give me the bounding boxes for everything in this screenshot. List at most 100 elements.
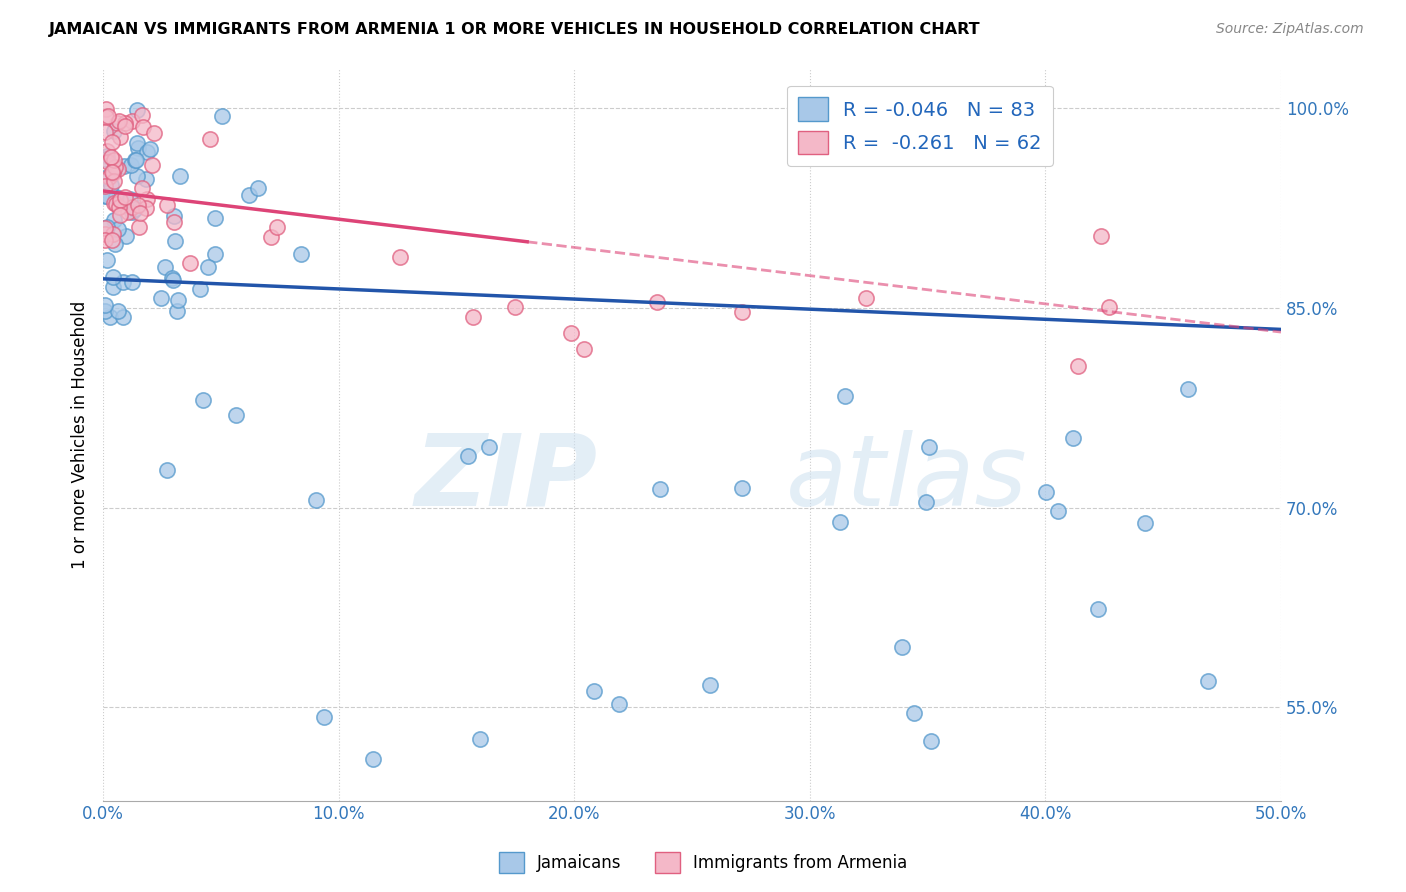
Point: [94, 171, 117, 186]
Point: [198, 132, 221, 146]
Point: [699, 678, 721, 692]
Point: [94, 233, 117, 247]
Point: [108, 200, 131, 214]
Point: [97, 109, 120, 123]
Point: [560, 326, 582, 341]
Point: [96, 149, 118, 163]
Point: [100, 233, 122, 247]
Point: [1197, 674, 1219, 689]
Point: [648, 482, 671, 496]
Point: [1135, 516, 1157, 531]
Point: [117, 205, 139, 219]
Point: [1087, 601, 1109, 615]
Point: [156, 198, 179, 212]
Point: [312, 710, 335, 724]
Point: [731, 305, 754, 319]
Point: [112, 310, 135, 325]
Point: [128, 219, 150, 234]
Point: [96, 252, 118, 267]
Point: [160, 271, 183, 285]
Point: [114, 115, 136, 129]
Point: [103, 213, 125, 227]
Point: [503, 300, 526, 314]
Point: [107, 222, 129, 236]
Point: [96, 188, 118, 202]
Point: [1067, 359, 1090, 373]
Point: [1062, 431, 1084, 445]
Point: [98, 310, 121, 325]
Point: [193, 392, 215, 407]
Point: [97, 170, 120, 185]
Point: [94, 221, 117, 235]
Point: [132, 120, 155, 135]
Point: [96, 220, 118, 235]
Point: [104, 237, 127, 252]
Point: [169, 169, 191, 183]
Point: [918, 440, 941, 454]
Point: [647, 295, 669, 310]
Point: [1098, 300, 1121, 314]
Point: [163, 215, 186, 229]
Point: [388, 250, 411, 264]
Point: [101, 136, 124, 150]
Point: [197, 260, 219, 275]
Point: [94, 102, 117, 116]
Point: [607, 698, 630, 712]
Y-axis label: 1 or more Vehicles in Household: 1 or more Vehicles in Household: [72, 301, 89, 569]
Point: [121, 204, 143, 219]
Point: [100, 150, 122, 164]
Point: [103, 196, 125, 211]
Point: [915, 495, 938, 509]
Point: [124, 153, 146, 168]
Point: [120, 158, 142, 172]
Point: [100, 178, 122, 193]
Point: [121, 200, 143, 214]
Point: [94, 152, 117, 166]
Point: [225, 408, 247, 422]
Point: [583, 684, 606, 698]
Point: [114, 119, 136, 133]
Point: [94, 125, 117, 139]
Point: [114, 159, 136, 173]
Point: [163, 209, 186, 223]
Point: [105, 189, 128, 203]
Text: ZIP: ZIP: [415, 430, 598, 527]
Point: [103, 153, 125, 168]
Point: [131, 108, 153, 122]
Legend: Jamaicans, Immigrants from Armenia: Jamaicans, Immigrants from Armenia: [492, 846, 914, 880]
Point: [118, 192, 141, 206]
Point: [136, 145, 159, 160]
Point: [260, 230, 283, 244]
Text: Source: ZipAtlas.com: Source: ZipAtlas.com: [1216, 22, 1364, 37]
Point: [468, 732, 491, 747]
Point: [188, 282, 211, 296]
Legend: R = -0.046   N = 83, R =  -0.261   N = 62: R = -0.046 N = 83, R = -0.261 N = 62: [787, 86, 1053, 166]
Point: [162, 272, 184, 286]
Point: [94, 178, 117, 193]
Point: [101, 166, 124, 180]
Point: [166, 303, 188, 318]
Point: [103, 164, 125, 178]
Point: [101, 227, 124, 241]
Point: [94, 189, 117, 203]
Point: [124, 202, 146, 217]
Point: [129, 206, 152, 220]
Point: [463, 310, 485, 325]
Point: [903, 706, 925, 720]
Point: [1090, 229, 1112, 244]
Point: [731, 482, 754, 496]
Point: [141, 158, 163, 172]
Point: [920, 733, 942, 747]
Point: [107, 303, 129, 318]
Point: [94, 227, 117, 242]
Point: [96, 110, 118, 124]
Point: [156, 463, 179, 477]
Point: [94, 304, 117, 318]
Point: [834, 389, 856, 403]
Point: [361, 752, 384, 766]
Point: [114, 229, 136, 244]
Point: [1177, 382, 1199, 396]
Point: [114, 190, 136, 204]
Point: [572, 342, 595, 356]
Point: [163, 234, 186, 248]
